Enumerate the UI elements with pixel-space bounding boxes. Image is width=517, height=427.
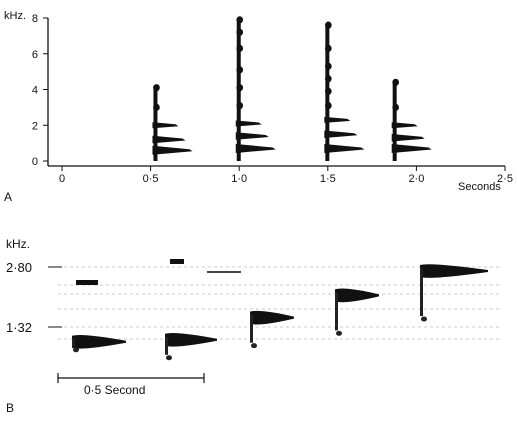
y-tick-label: 6 <box>32 49 38 61</box>
harmonic-blob <box>236 66 244 74</box>
y-tick-label: 2·80 <box>6 260 32 275</box>
pre-note-1 <box>76 280 98 285</box>
call-stem <box>392 80 397 161</box>
note-body <box>420 264 488 278</box>
y-tick-label: 8 <box>32 13 38 25</box>
pre-note-2 <box>170 259 184 264</box>
harmonic-blob <box>236 44 244 52</box>
y-tick-label: 0 <box>32 156 38 168</box>
harmonic-blob <box>325 75 332 83</box>
panel-b-label: B <box>6 401 14 415</box>
harmonic-blob <box>325 21 332 29</box>
call-4 <box>391 78 432 161</box>
note-onset <box>335 292 338 331</box>
harmonic-blob <box>325 101 332 110</box>
note-4 <box>335 288 379 336</box>
note-tail <box>73 347 79 353</box>
note-tail <box>166 355 172 361</box>
x-tick-label: 0 <box>59 173 65 185</box>
x-tick-label: 1·0 <box>231 173 247 185</box>
note-1 <box>72 334 126 353</box>
y-tick-label: 2 <box>32 120 38 132</box>
harmonic-band <box>235 132 269 140</box>
note-tail <box>251 343 257 349</box>
harmonic-blob <box>325 62 332 70</box>
harmonic-band <box>391 122 418 129</box>
harmonic-band <box>152 145 193 155</box>
note-tail <box>421 316 427 322</box>
harmonic-band <box>152 135 186 144</box>
note-2 <box>165 332 217 361</box>
harmonic-blob <box>236 28 244 36</box>
panel-b: kHz. 2·80 1·32 0·5 Second B <box>6 237 500 415</box>
note-body <box>72 334 126 349</box>
x-tick-label: 0·5 <box>143 173 159 185</box>
note-tail <box>336 330 342 336</box>
harmonic-blob <box>325 44 332 52</box>
x-tick-label: 1·5 <box>320 173 336 185</box>
harmonic-band <box>391 134 425 142</box>
harmonic-blob <box>153 84 160 92</box>
scale-bar-label: 0·5 Second <box>84 383 145 397</box>
harmonic-band <box>324 143 365 153</box>
harmonic-blob <box>392 78 399 86</box>
panel-a-x-label: Seconds <box>458 181 501 193</box>
note-body <box>165 332 217 347</box>
note-body <box>335 288 379 303</box>
note-onset <box>72 338 75 347</box>
note-onset <box>420 268 423 317</box>
call-3 <box>324 21 365 162</box>
harmonic-band <box>235 120 262 127</box>
note-5 <box>420 264 488 322</box>
call-2 <box>235 16 276 161</box>
harmonic-blob <box>153 103 160 111</box>
note-onset <box>165 336 168 355</box>
panel-a-y-label: kHz. <box>4 10 26 22</box>
x-tick-label: 2·0 <box>408 173 424 185</box>
note-body <box>250 310 294 325</box>
harmonic-band <box>235 143 276 153</box>
harmonic-band <box>324 116 351 123</box>
harmonic-blob <box>236 84 244 92</box>
harmonic-blob <box>236 16 244 24</box>
call-1 <box>152 84 193 161</box>
harmonic-blob <box>325 87 332 95</box>
panel-b-y-label: kHz. <box>6 237 30 251</box>
panel-a-label: A <box>4 190 12 204</box>
harmonic-band <box>391 143 432 153</box>
note-3 <box>250 310 294 349</box>
harmonic-band <box>324 130 358 138</box>
harmonic-blob <box>236 101 244 110</box>
x-tick-label: 2·5 <box>497 173 513 185</box>
y-tick-label: 1·32 <box>6 320 32 335</box>
harmonic-blob <box>392 103 399 111</box>
faint-trace <box>207 271 241 273</box>
note-onset <box>250 314 253 343</box>
harmonic-band <box>152 122 179 129</box>
time-scale-bar: 0·5 Second <box>57 373 205 397</box>
panel-a: kHz. Seconds 0 0·5 1·0 1·5 2·0 2·5 0 2 4 6 8 A <box>4 10 513 204</box>
y-tick-label: 4 <box>32 85 38 97</box>
